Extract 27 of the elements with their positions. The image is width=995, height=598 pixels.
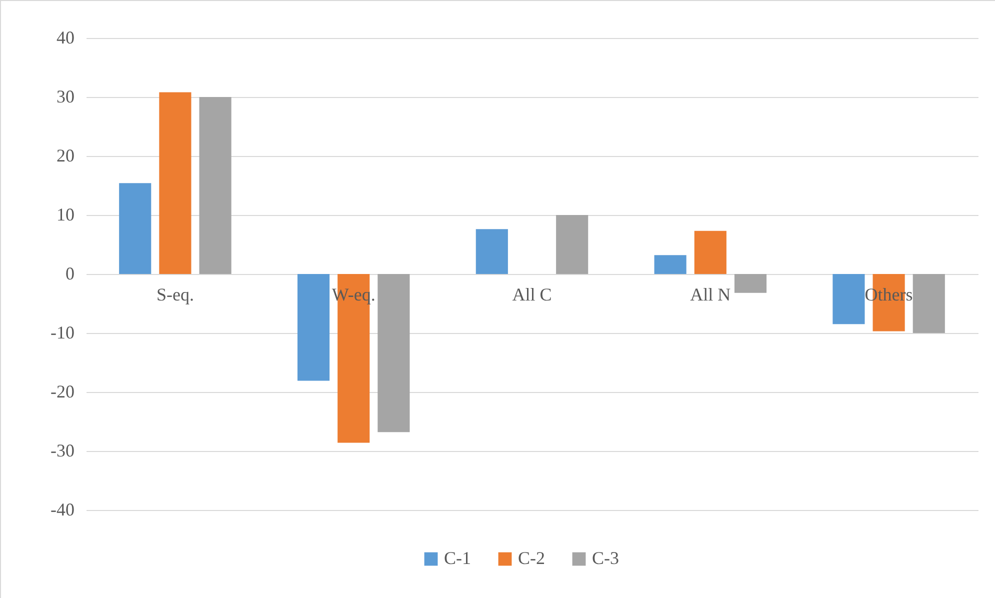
y-tick-label: -30 (50, 440, 74, 460)
y-tick-label: 40 (56, 28, 74, 48)
x-tick-label: S-eq. (156, 284, 194, 304)
y-tick-label: -10 (50, 322, 74, 342)
y-tick-label: -20 (50, 382, 74, 402)
bar (912, 274, 945, 333)
bar (199, 97, 232, 274)
bar (297, 274, 330, 381)
bar (378, 274, 410, 432)
y-tick-label: 30 (56, 86, 74, 106)
bar (734, 274, 767, 293)
y-tick-label: -40 (50, 500, 74, 520)
bar (832, 274, 865, 324)
bar (654, 255, 686, 274)
legend-label: C-3 (592, 548, 619, 568)
legend-label: C-2 (518, 548, 545, 568)
x-tick-label: All N (690, 284, 731, 304)
bar (476, 229, 508, 274)
bar (694, 230, 726, 274)
bar (556, 215, 588, 274)
bar (119, 183, 152, 274)
legend-label: C-1 (444, 548, 471, 568)
bar (159, 92, 192, 274)
y-tick-label: 0 (66, 264, 74, 284)
y-tick-label: 20 (56, 146, 74, 166)
x-tick-label: All C (512, 284, 552, 304)
y-tick-label: 10 (56, 204, 74, 224)
